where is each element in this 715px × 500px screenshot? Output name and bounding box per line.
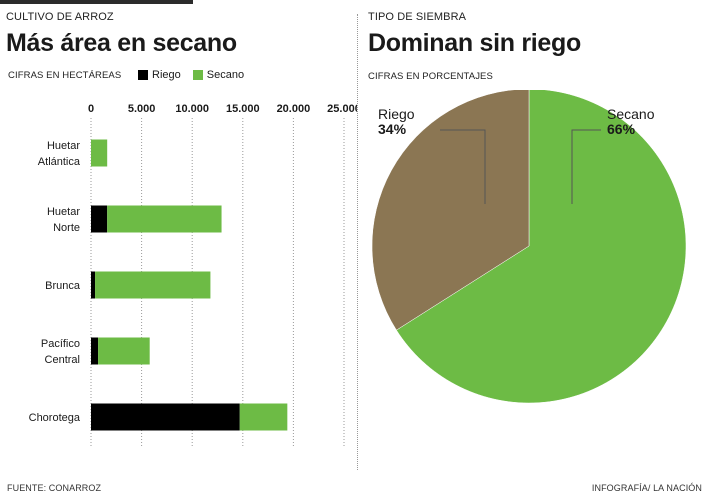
pie-leader-line (440, 129, 486, 204)
left-title: Más área en secano (6, 29, 237, 57)
category-label-line: Brunca (45, 280, 81, 292)
bar-riego (91, 271, 96, 299)
top-accent-bar (0, 0, 193, 4)
category-label-line: Central (45, 354, 80, 366)
x-tick-label: 0 (88, 103, 94, 115)
category-label: Huetar Norte (47, 206, 80, 234)
legend-item-secano: Secano (192, 69, 245, 81)
x-tick-label: 10.000 (175, 103, 209, 115)
category-label-line: Huetar (47, 206, 80, 218)
category-label-line: Chorotega (29, 412, 81, 424)
credit-note: INFOGRAFÍA/ LA NACIÓN (591, 483, 702, 493)
left-subtitle: CIFRAS EN HECTÁREAS (8, 70, 122, 81)
bar-secano (107, 205, 222, 233)
panel-divider (357, 14, 358, 470)
category-label: Brunca (45, 280, 81, 292)
bar-legend: Riego Secano (138, 69, 256, 81)
bar-riego (91, 205, 108, 233)
category-label-line: Norte (53, 222, 80, 234)
bar-riego (91, 403, 240, 431)
category-label: Chorotega (29, 412, 81, 424)
bar-secano (91, 139, 108, 167)
pie-label-riego: Riego (378, 106, 415, 122)
right-title: Dominan sin riego (368, 29, 581, 57)
right-subtitle: CIFRAS EN PORCENTAJES (368, 71, 493, 82)
legend-label-secano: Secano (206, 69, 245, 81)
legend-swatch-secano (192, 70, 203, 80)
pie-label-secano: Secano (607, 106, 655, 122)
pie-leader-line (571, 129, 601, 204)
legend-swatch-riego (138, 70, 148, 80)
category-label: Pacífico Central (41, 338, 80, 366)
x-tick-label: 20.000 (277, 103, 311, 115)
category-label-line: Atlántica (38, 156, 81, 168)
bar-chart: 0 5.000 10.000 15.000 20.000 25.000 Huetar Atlá… (29, 103, 357, 448)
category-label-line: Huetar (47, 140, 80, 152)
x-tick-label: 15.000 (226, 103, 260, 115)
left-kicker: CULTIVO DE ARROZ (6, 11, 114, 23)
legend-label-riego: Riego (152, 69, 181, 81)
legend-item-riego: Riego (138, 69, 181, 81)
pie-value-riego: 34% (378, 121, 407, 137)
bar-secano (98, 337, 150, 365)
right-kicker: TIPO DE SIEMBRA (368, 11, 467, 23)
bar-riego (91, 337, 99, 365)
bar-secano (95, 271, 211, 299)
bar-secano (239, 403, 288, 431)
x-tick-label: 5.000 (128, 103, 156, 115)
pie-value-secano: 66% (607, 121, 636, 137)
category-label-line: Pacífico (41, 338, 80, 350)
x-tick-label: 25.000 (327, 103, 357, 115)
category-label: Huetar Atlántica (38, 140, 81, 168)
source-note: FUENTE: CONARROZ (7, 483, 102, 493)
pie-slice-secano (396, 90, 687, 404)
pie-slice-riego (371, 90, 530, 331)
